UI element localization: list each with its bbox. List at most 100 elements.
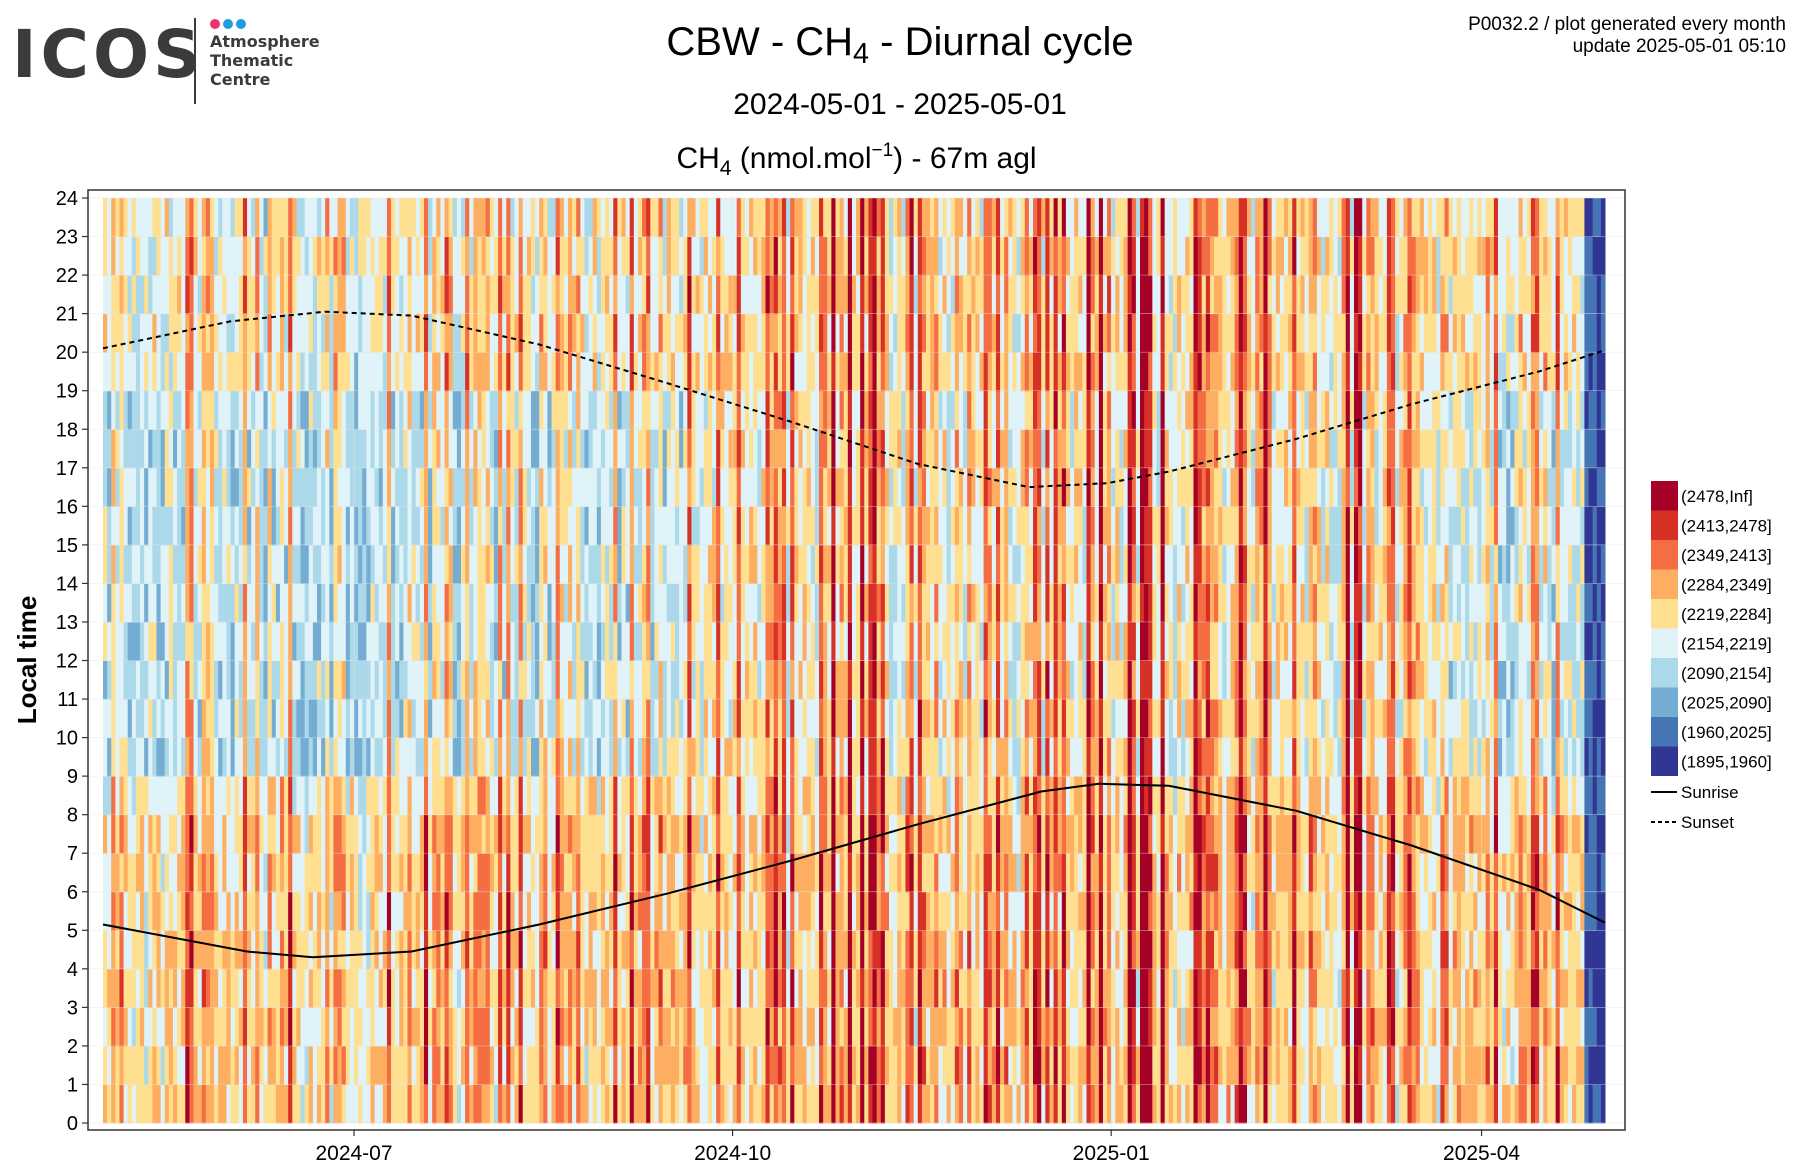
heatmap-cell [255, 390, 260, 430]
heatmap-cell [806, 583, 812, 623]
heatmap-cell [605, 544, 610, 584]
heatmap-cell [736, 313, 742, 353]
heatmap-cell [757, 930, 762, 970]
heatmap-cell [773, 506, 779, 546]
heatmap-cell [469, 737, 474, 777]
title-subscript: 4 [853, 38, 870, 71]
heatmap-cell [530, 776, 536, 816]
heatmap-cell [909, 853, 915, 893]
heatmap-cell [518, 621, 524, 661]
heatmap-cell [473, 1045, 478, 1085]
heatmap-cell [197, 236, 203, 276]
heatmap-cell [481, 313, 487, 353]
heatmap-cell [148, 814, 153, 854]
heatmap-cell [930, 506, 935, 546]
heatmap-cell [913, 660, 919, 700]
heatmap-cell [642, 390, 647, 430]
heatmap-cell [839, 699, 845, 739]
heatmap-cell [633, 814, 639, 854]
heatmap-cell [617, 891, 622, 931]
heatmap-cell [144, 544, 149, 584]
heatmap-cell [786, 1007, 791, 1047]
heatmap-cell [259, 1007, 264, 1047]
heatmap-cell [765, 1045, 771, 1085]
heatmap-cell [341, 544, 347, 584]
heatmap-cell [407, 853, 413, 893]
heatmap-cell [888, 699, 894, 739]
heatmap-cell [263, 853, 269, 893]
heatmap-cell [909, 699, 915, 739]
heatmap-cell [403, 699, 409, 739]
heatmap-cell [539, 660, 544, 700]
heatmap-cell [884, 352, 890, 392]
heatmap-cell [864, 1084, 869, 1124]
heatmap-cell [366, 352, 371, 392]
heatmap-cell [798, 236, 804, 276]
heatmap-cell [576, 352, 581, 392]
heatmap-cell [683, 1084, 688, 1124]
heatmap-cell [395, 236, 400, 276]
heatmap-cell [650, 660, 655, 700]
heatmap-cell [481, 776, 487, 816]
heatmap-cell [806, 313, 812, 353]
heatmap-cell [637, 352, 643, 392]
heatmap-cell [391, 660, 396, 700]
heatmap-cell [107, 660, 112, 700]
heatmap-cell [144, 1084, 149, 1124]
heatmap-cell [444, 776, 450, 816]
heatmap-cell [354, 583, 359, 623]
heatmap-cell [123, 699, 129, 739]
heatmap-cell [477, 699, 483, 739]
heatmap-cell [749, 853, 754, 893]
heatmap-cell [156, 660, 162, 700]
heatmap-cell [279, 853, 285, 893]
heatmap-cell [247, 275, 252, 315]
heatmap-cell [407, 699, 413, 739]
heatmap-cell [407, 583, 413, 623]
heatmap-cell [732, 390, 738, 430]
heatmap-cell [934, 352, 939, 392]
heatmap-cell [526, 1084, 532, 1124]
heatmap-cell [325, 1007, 330, 1047]
heatmap-cell [860, 1045, 865, 1085]
heatmap-cell [432, 236, 437, 276]
heatmap-cell [238, 1084, 244, 1124]
heatmap-cell [432, 968, 437, 1008]
heatmap-cell [699, 467, 705, 507]
heatmap-cell [144, 275, 149, 315]
heatmap-cell [403, 352, 409, 392]
heatmap-cell [790, 275, 795, 315]
heatmap-cell [633, 1084, 639, 1124]
heatmap-cell [831, 275, 836, 315]
heatmap-cell [921, 968, 927, 1008]
heatmap-cell [461, 660, 466, 700]
heatmap-cell [670, 968, 676, 1008]
heatmap-cell [222, 814, 227, 854]
heatmap-cell [823, 544, 828, 584]
heatmap-cell [185, 275, 190, 315]
heatmap-cell [514, 699, 520, 739]
heatmap-cell [773, 390, 779, 430]
heatmap-cell [502, 968, 507, 1008]
heatmap-cell [699, 429, 705, 469]
heatmap-cell [230, 1084, 236, 1124]
heatmap-cell [382, 275, 388, 315]
heatmap-cell [695, 621, 701, 661]
heatmap-cell [419, 853, 425, 893]
heatmap-cell [522, 814, 528, 854]
heatmap-cell [724, 621, 729, 661]
heatmap-cell [358, 583, 363, 623]
heatmap-cell [724, 390, 729, 430]
heatmap-cell [650, 583, 655, 623]
heatmap-cell [736, 429, 742, 469]
heatmap-cell [251, 506, 256, 546]
heatmap-cell [292, 198, 297, 238]
heatmap-cell [428, 1084, 433, 1124]
heatmap-cell [765, 313, 771, 353]
heatmap-cell [172, 236, 178, 276]
heatmap-cell [222, 699, 227, 739]
heatmap-cell [452, 776, 458, 816]
heatmap-cell [164, 930, 170, 970]
heatmap-cell [568, 853, 573, 893]
heatmap-cell [703, 467, 709, 507]
